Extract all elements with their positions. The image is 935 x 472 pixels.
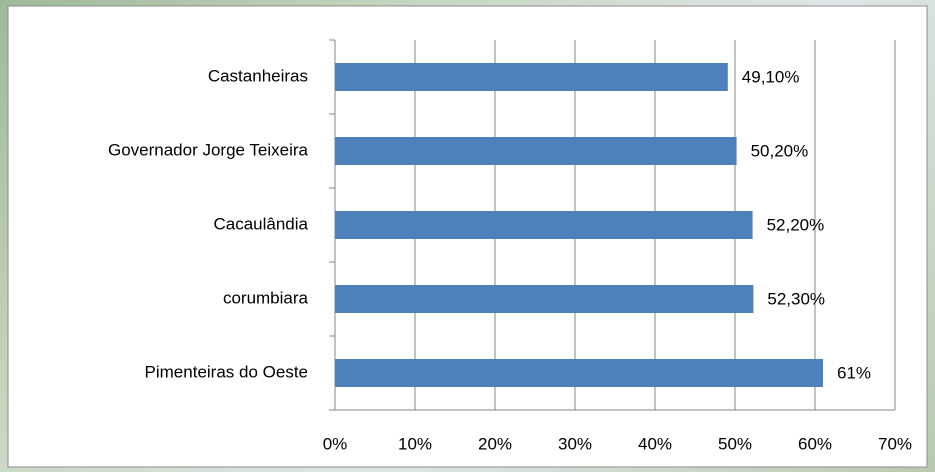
y-tick-label: corumbiara (223, 288, 309, 307)
y-tick-label: Cacaulândia (213, 214, 308, 233)
data-label: 49,10% (742, 67, 800, 86)
x-tick-label: 40% (638, 434, 672, 453)
x-tick-label: 50% (718, 434, 752, 453)
data-label: 61% (837, 363, 871, 382)
bar (335, 137, 737, 165)
bar (335, 63, 728, 91)
y-tick-label: Castanheiras (208, 66, 308, 85)
x-tick-label: 60% (798, 434, 832, 453)
y-tick-label: Governador Jorge Teixeira (108, 140, 309, 159)
data-label: 52,20% (767, 215, 825, 234)
bar (335, 359, 823, 387)
bar (335, 211, 753, 239)
x-tick-label: 30% (558, 434, 592, 453)
y-tick-label: Pimenteiras do Oeste (145, 362, 308, 381)
data-label: 52,30% (767, 289, 825, 308)
data-label: 50,20% (751, 141, 809, 160)
x-tick-label: 10% (398, 434, 432, 453)
x-tick-label: 70% (878, 434, 912, 453)
bar (335, 285, 754, 313)
x-tick-label: 20% (478, 434, 512, 453)
x-tick-label: 0% (323, 434, 348, 453)
